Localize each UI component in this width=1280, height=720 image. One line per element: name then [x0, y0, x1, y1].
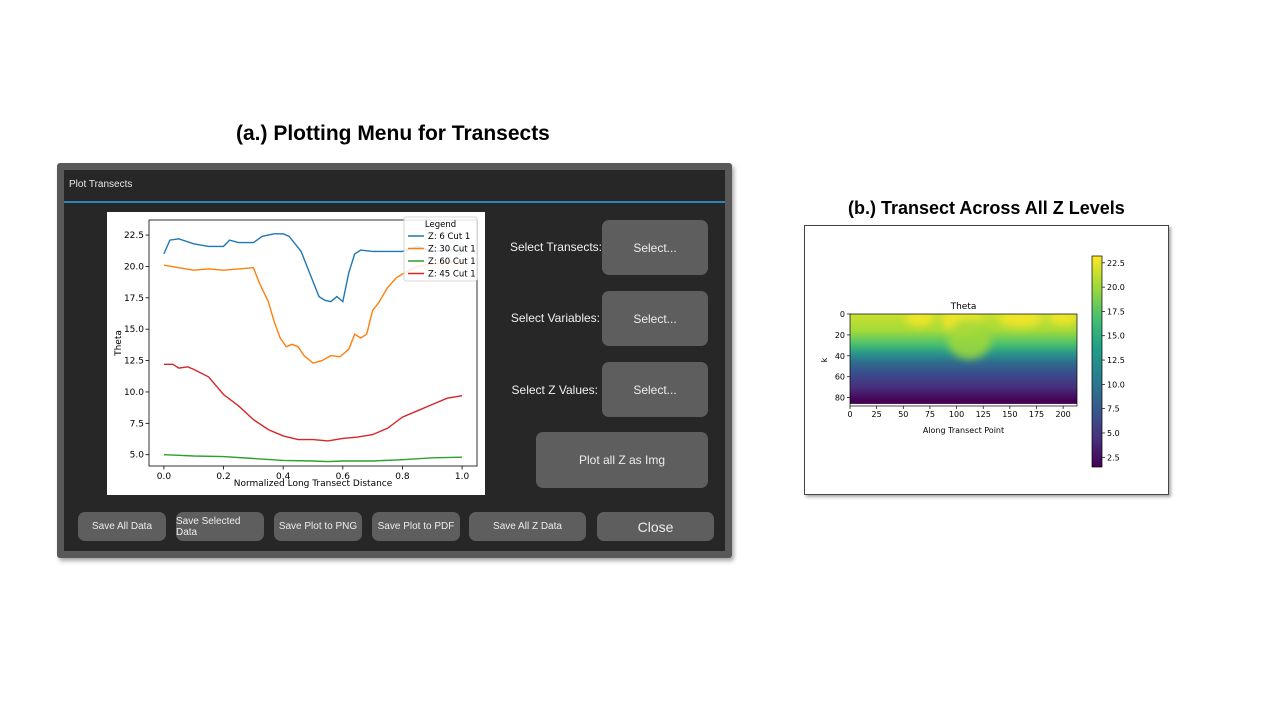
select-transects-button[interactable]: Select... [602, 220, 708, 275]
save-plot-to-png-button[interactable]: Save Plot to PNG [274, 512, 362, 541]
y-tick-label: 12.5 [124, 357, 144, 367]
x-tick-label: 125 [976, 410, 991, 419]
legend-entry: Z: 6 Cut 1 [428, 232, 470, 242]
y-tick-label: 80 [835, 394, 845, 403]
x-tick-label: 200 [1056, 410, 1071, 419]
legend-entry: Z: 45 Cut 1 [428, 270, 476, 280]
y-axis-label: k [820, 357, 829, 362]
x-tick-label: 0.2 [216, 472, 230, 482]
series-line-1 [163, 260, 463, 364]
y-tick-label: 22.5 [124, 231, 144, 241]
plot-all-z-as-img-button[interactable]: Plot all Z as Img [536, 432, 708, 488]
y-tick-label: 17.5 [124, 294, 144, 304]
title-divider [64, 201, 725, 203]
colorbar-tick-label: 20.0 [1107, 283, 1125, 292]
y-tick-label: 60 [835, 373, 845, 382]
x-axis-label: Normalized Long Transect Distance [234, 479, 393, 489]
colorbar-tick-label: 22.5 [1107, 259, 1125, 268]
series-line-2 [163, 454, 463, 463]
x-tick-label: 0.8 [395, 472, 410, 482]
y-tick-label: 40 [835, 352, 845, 361]
x-tick-label: 0.6 [336, 472, 351, 482]
select-transects-label: Select Transects: [509, 240, 602, 254]
x-tick-label: 1.0 [455, 472, 470, 482]
colorbar [1091, 255, 1103, 468]
y-tick-label: 5.0 [130, 451, 145, 461]
transect-line-plot: 0.0 0.2 0.4 0.6 0.8 1.0 5.0 7.5 10.0 12.5 15.0 17.5… [107, 212, 485, 495]
bottom-mask [850, 403, 1077, 406]
y-tick-label: 0 [840, 310, 845, 319]
select-variables-button[interactable]: Select... [602, 291, 708, 346]
colorbar-tick-label: 15.0 [1107, 332, 1125, 341]
colorbar-tick-label: 7.5 [1107, 405, 1120, 414]
x-tick-label: 25 [872, 410, 882, 419]
caption-b: (b.) Transect Across All Z Levels [848, 198, 1125, 218]
y-tick-label: 10.0 [124, 388, 144, 398]
y-tick-label: 15.0 [124, 325, 144, 335]
x-tick-label: 0.0 [157, 472, 172, 482]
x-tick-label: 0 [847, 410, 852, 419]
x-tick-label: 0.4 [276, 472, 291, 482]
select-z-values-label: Select Z Values: [511, 383, 598, 397]
x-tick-label: 150 [1002, 410, 1017, 419]
heatmap-frame [849, 313, 1078, 407]
warm-blob [905, 314, 934, 327]
save-all-z-data-button[interactable]: Save All Z Data [469, 512, 586, 541]
y-tick-label: 20 [835, 331, 845, 340]
save-selected-data-button[interactable]: Save Selected Data [176, 512, 264, 541]
colorbar-tick-label: 12.5 [1107, 356, 1125, 365]
y-tick-label: 20.0 [124, 262, 144, 272]
save-all-data-button[interactable]: Save All Data [78, 512, 166, 541]
legend-title: Legend [425, 220, 456, 230]
heatmap-panel: Theta 0 25 50 75 100 125 150 175 200 0 20 40 60 80 Alon… [804, 225, 1169, 495]
save-plot-to-pdf-button[interactable]: Save Plot to PDF [372, 512, 460, 541]
plot-frame [148, 219, 478, 467]
warm-dome [947, 319, 992, 360]
x-axis-label: Along Transect Point [923, 426, 1004, 435]
legend-entry: Z: 60 Cut 1 [428, 257, 476, 267]
close-button[interactable]: Close [597, 512, 714, 541]
caption-a: (a.) Plotting Menu for Transects [236, 122, 550, 145]
x-tick-label: 50 [898, 410, 908, 419]
y-tick-label: 7.5 [130, 419, 144, 429]
heatmap-highlights [905, 314, 1077, 360]
legend-box [403, 216, 478, 282]
series-line-0 [163, 233, 463, 303]
dialog-title: Plot Transects [69, 179, 133, 190]
legend-entry: Z: 30 Cut 1 [428, 245, 476, 255]
x-tick-label: 175 [1029, 410, 1044, 419]
heatmap-title: Theta [950, 302, 977, 312]
warm-blob [998, 314, 1043, 328]
select-z-values-button[interactable]: Select... [602, 362, 708, 417]
x-tick-label: 75 [925, 410, 935, 419]
colorbar-tick-label: 2.5 [1107, 453, 1120, 462]
series-line-3 [163, 363, 463, 442]
colorbar-tick-label: 17.5 [1107, 307, 1125, 316]
colorbar-tick-label: 5.0 [1107, 429, 1120, 438]
select-variables-label: Select Variables: [510, 311, 600, 325]
x-tick-label: 100 [949, 410, 964, 419]
colorbar-tick-label: 10.0 [1107, 380, 1125, 389]
y-axis-label: Theta [114, 330, 124, 357]
warm-blob [1049, 314, 1077, 326]
